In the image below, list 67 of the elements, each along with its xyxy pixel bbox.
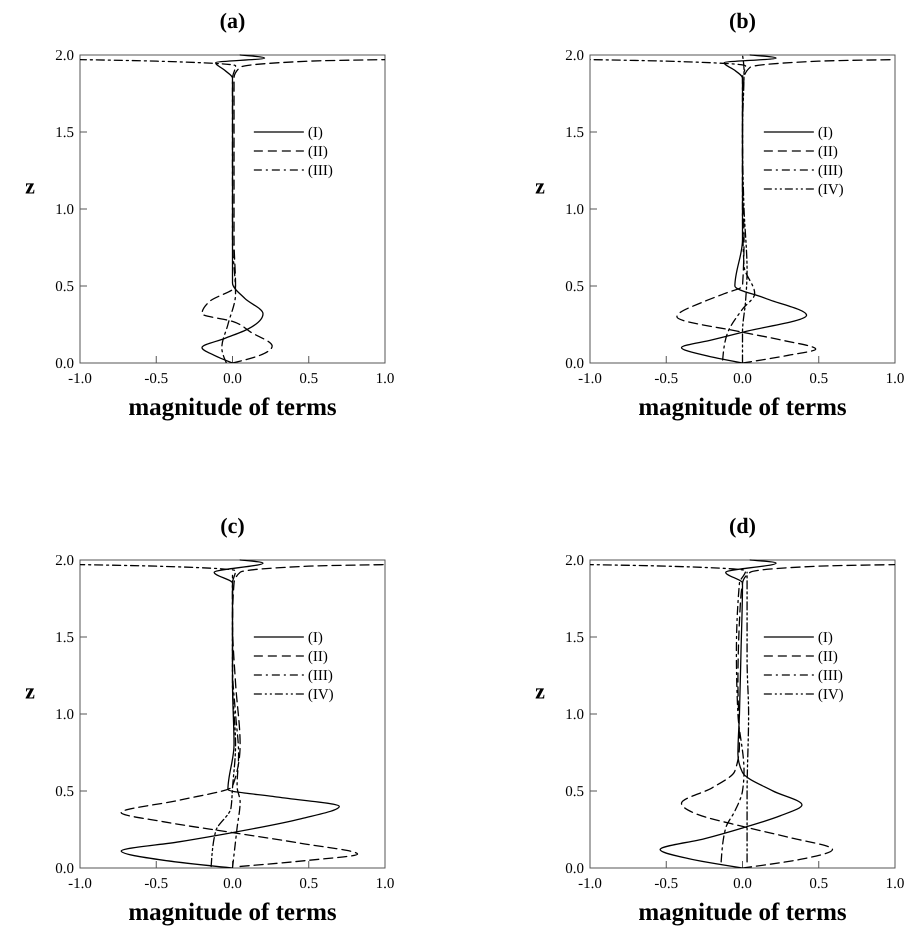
y-axis-title: z <box>535 174 546 199</box>
chart-title: (b) <box>729 8 756 33</box>
x-tick-label: 1.0 <box>886 876 904 892</box>
x-tick-label: -1.0 <box>68 371 92 387</box>
legend-label: (III) <box>308 668 333 684</box>
y-tick-label: 0.5 <box>565 784 584 800</box>
chart-title: (a) <box>220 8 246 33</box>
y-tick-label: 0.0 <box>565 861 584 877</box>
legend-label: (I) <box>818 125 833 141</box>
x-tick-label: 1.0 <box>376 876 394 892</box>
x-tick-label: 0.0 <box>733 371 752 387</box>
x-axis-title: magnitude of terms <box>638 899 847 926</box>
legend-label: (III) <box>818 668 843 684</box>
y-tick-label: 1.0 <box>565 202 584 218</box>
y-tick-label: 1.0 <box>55 707 74 723</box>
x-tick-label: -1.0 <box>578 876 602 892</box>
legend-label: (I) <box>818 630 833 646</box>
x-tick-label: 0.5 <box>299 876 318 892</box>
legend-label: (III) <box>818 163 843 179</box>
x-tick-label: 0.5 <box>809 876 828 892</box>
x-tick-label: 0.5 <box>299 371 318 387</box>
legend-label: (II) <box>818 649 838 665</box>
chart-title: (c) <box>220 513 245 538</box>
y-tick-label: 0.5 <box>55 784 74 800</box>
x-tick-label: -0.5 <box>654 876 678 892</box>
y-tick-label: 0.0 <box>55 356 74 372</box>
y-tick-label: 2.0 <box>565 553 584 569</box>
x-tick-label: 1.0 <box>376 371 394 387</box>
x-tick-label: -1.0 <box>68 876 92 892</box>
y-axis-title: z <box>25 678 36 704</box>
chart-title: (d) <box>729 513 756 538</box>
y-tick-label: 1.5 <box>565 630 584 646</box>
y-tick-label: 1.5 <box>565 125 584 141</box>
y-tick-label: 2.0 <box>565 48 584 64</box>
x-tick-label: -0.5 <box>654 371 678 387</box>
y-tick-label: 0.0 <box>55 861 74 877</box>
x-tick-label: -1.0 <box>578 371 602 387</box>
y-tick-label: 1.5 <box>55 125 74 141</box>
legend-label: (IV) <box>308 687 334 703</box>
x-tick-label: -0.5 <box>144 371 168 387</box>
y-tick-label: 0.0 <box>565 356 584 372</box>
x-axis-title: magnitude of terms <box>638 394 847 421</box>
x-tick-label: 0.0 <box>223 371 242 387</box>
y-tick-label: 1.5 <box>55 630 74 646</box>
y-axis-title: z <box>25 174 36 199</box>
legend-label: (II) <box>818 144 838 160</box>
legend-label: (IV) <box>818 182 844 198</box>
y-tick-label: 0.5 <box>55 279 74 295</box>
x-tick-label: 0.0 <box>223 876 242 892</box>
y-tick-label: 2.0 <box>55 48 74 64</box>
y-tick-label: 1.0 <box>55 202 74 218</box>
x-tick-label: 0.0 <box>733 876 752 892</box>
legend-label: (I) <box>308 630 323 646</box>
y-axis-title: z <box>535 678 546 704</box>
x-tick-label: 0.5 <box>809 371 828 387</box>
legend-label: (II) <box>308 144 328 160</box>
x-axis-title: magnitude of terms <box>128 394 337 421</box>
x-axis-title: magnitude of terms <box>128 899 337 926</box>
x-tick-label: -0.5 <box>144 876 168 892</box>
legend-label: (III) <box>308 163 333 179</box>
x-tick-label: 1.0 <box>886 371 904 387</box>
y-tick-label: 2.0 <box>55 553 74 569</box>
legend-label: (II) <box>308 649 328 665</box>
legend-label: (IV) <box>818 687 844 703</box>
y-tick-label: 1.0 <box>565 707 584 723</box>
legend-label: (I) <box>308 125 323 141</box>
y-tick-label: 0.5 <box>565 279 584 295</box>
